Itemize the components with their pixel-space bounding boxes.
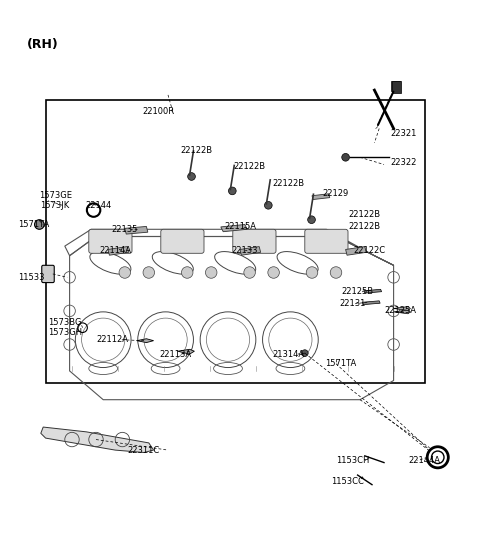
Polygon shape: [312, 194, 330, 199]
Circle shape: [119, 267, 131, 278]
Text: 22122B: 22122B: [349, 222, 381, 232]
Circle shape: [188, 173, 195, 180]
Polygon shape: [221, 225, 247, 232]
Circle shape: [264, 202, 272, 209]
Circle shape: [228, 187, 236, 195]
Text: 22133: 22133: [231, 246, 258, 256]
Text: 22122B: 22122B: [272, 179, 304, 188]
Text: 22100R: 22100R: [143, 107, 174, 116]
Polygon shape: [364, 289, 382, 293]
Text: 1573GE: 1573GE: [39, 191, 72, 200]
Text: 22122B: 22122B: [234, 162, 265, 171]
Circle shape: [308, 216, 315, 223]
Text: 1153CC: 1153CC: [332, 477, 364, 486]
FancyBboxPatch shape: [161, 229, 204, 253]
Text: 22135: 22135: [112, 225, 138, 234]
Polygon shape: [394, 310, 410, 314]
Text: 1153CH: 1153CH: [336, 456, 370, 465]
Circle shape: [306, 267, 318, 278]
FancyBboxPatch shape: [305, 229, 348, 253]
FancyBboxPatch shape: [391, 81, 400, 91]
Text: 22114A: 22114A: [99, 246, 131, 256]
Polygon shape: [392, 81, 401, 93]
Circle shape: [205, 267, 217, 278]
Polygon shape: [240, 246, 261, 255]
Text: 22131: 22131: [340, 299, 366, 308]
Circle shape: [181, 267, 193, 278]
Text: 22144A: 22144A: [409, 456, 441, 465]
Polygon shape: [362, 301, 380, 305]
FancyBboxPatch shape: [42, 265, 54, 282]
Text: 11533: 11533: [18, 273, 45, 282]
Polygon shape: [178, 349, 194, 354]
FancyBboxPatch shape: [233, 229, 276, 253]
Polygon shape: [394, 307, 410, 311]
Text: 22122B: 22122B: [181, 146, 213, 155]
Text: 1573GH: 1573GH: [48, 328, 82, 337]
Polygon shape: [125, 226, 148, 234]
Text: 22322: 22322: [390, 158, 416, 167]
Text: 22125B: 22125B: [342, 287, 373, 296]
Circle shape: [244, 267, 255, 278]
Polygon shape: [41, 427, 154, 452]
Circle shape: [301, 350, 308, 356]
Polygon shape: [346, 246, 366, 255]
Text: 22321: 22321: [390, 129, 416, 138]
Text: 21314A: 21314A: [272, 349, 304, 359]
Text: 1571TA: 1571TA: [18, 220, 49, 229]
Circle shape: [143, 267, 155, 278]
Text: 22122C: 22122C: [354, 246, 385, 256]
Text: 22144: 22144: [85, 201, 111, 210]
Text: 22113A: 22113A: [159, 349, 191, 359]
Text: 22115A: 22115A: [224, 222, 256, 232]
Circle shape: [342, 154, 349, 161]
Polygon shape: [108, 246, 129, 255]
Text: 22122B: 22122B: [349, 210, 381, 220]
Polygon shape: [137, 339, 154, 343]
Text: 22112A: 22112A: [97, 335, 129, 344]
Text: 1573BG: 1573BG: [48, 318, 82, 328]
Text: (RH): (RH): [26, 38, 58, 51]
FancyBboxPatch shape: [89, 229, 132, 253]
Circle shape: [268, 267, 279, 278]
Text: 22125A: 22125A: [385, 306, 417, 316]
Text: 1571TA: 1571TA: [325, 359, 357, 368]
Circle shape: [330, 267, 342, 278]
Text: 22311C: 22311C: [128, 446, 160, 455]
Text: 1573JK: 1573JK: [41, 201, 70, 210]
Circle shape: [35, 220, 44, 229]
Text: 22129: 22129: [323, 189, 349, 198]
